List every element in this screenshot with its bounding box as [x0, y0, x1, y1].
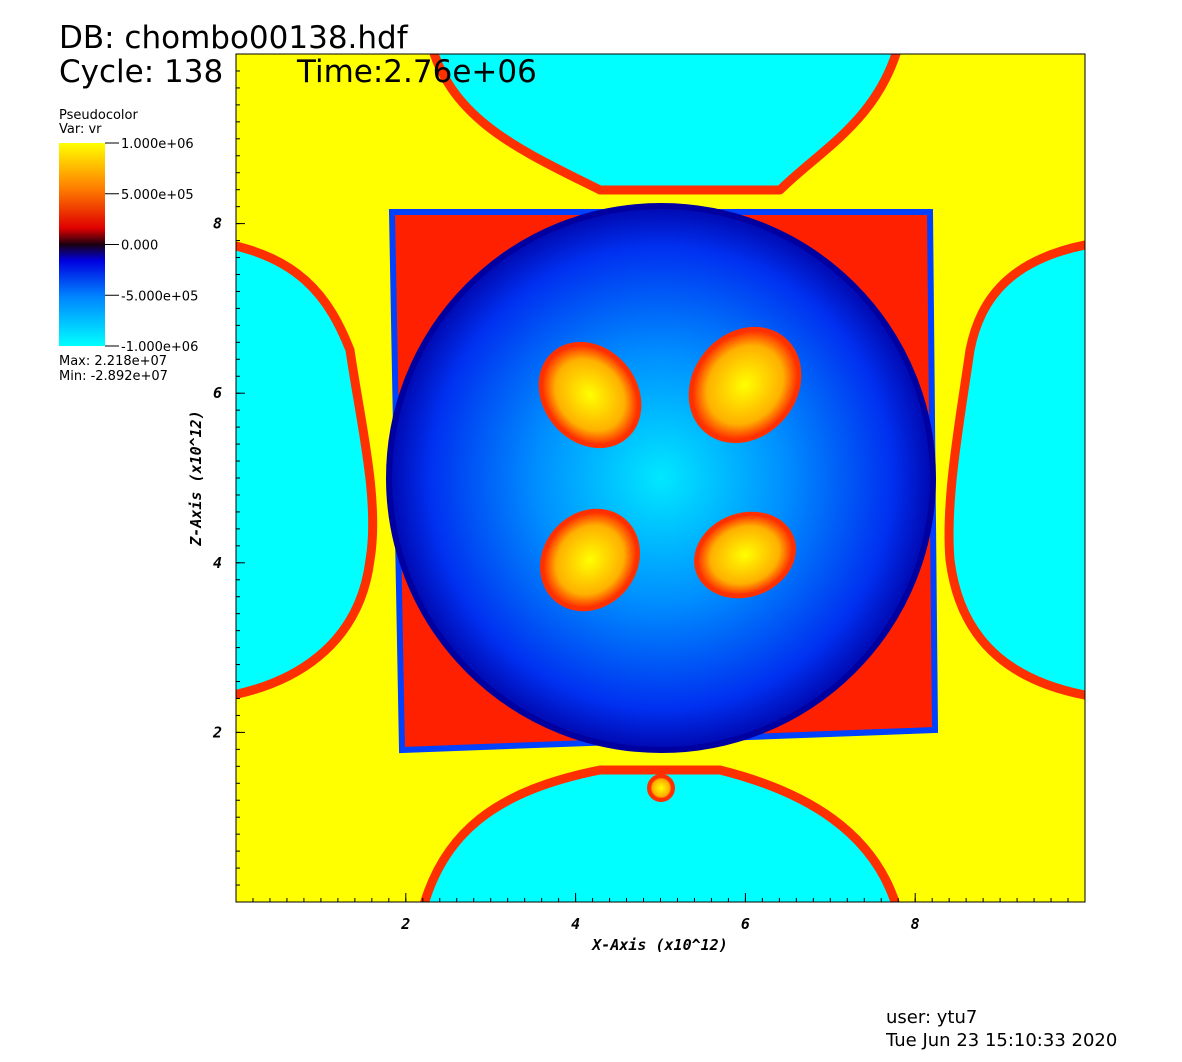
y-tick-label: 2: [212, 723, 222, 741]
y-tick-label: 6: [213, 384, 222, 402]
y-tick-label: 8: [213, 215, 222, 233]
colorbar-tick-label: -5.000e+05: [121, 289, 198, 304]
legend-max: Max: 2.218e+07: [59, 354, 167, 369]
legend-min: Min: -2.892e+07: [59, 369, 168, 384]
legend-title: Pseudocolor: [59, 108, 138, 123]
y-tick-label: 4: [213, 554, 222, 572]
legend-variable: Var: vr: [59, 122, 102, 137]
x-tick-label: 8: [911, 915, 920, 933]
field-image: [236, 54, 1085, 902]
y-axis-label: Z-Axis (x10^12): [187, 410, 205, 546]
colorbar-tick-label: 1.000e+06: [121, 137, 194, 152]
x-tick-label: 6: [741, 915, 750, 933]
colorbar-tick-label: -1.000e+06: [121, 340, 198, 355]
x-axis-label: X-Axis (x10^12): [590, 936, 727, 954]
title: DB: chombo00138.hdf: [59, 20, 409, 56]
cycle: Cycle: 138: [59, 54, 223, 90]
colorbar-tick-label: 0.000: [121, 239, 158, 254]
date: Tue Jun 23 15:10:33 2020: [885, 1030, 1117, 1051]
time: Time:2.76e+06: [296, 54, 537, 90]
x-tick-label: 2: [400, 915, 410, 933]
user: user: ytu7: [886, 1007, 977, 1028]
colorbar-tick-label: 5.000e+05: [121, 188, 194, 203]
x-tick-label: 4: [571, 915, 580, 933]
colorbar: [59, 143, 105, 346]
